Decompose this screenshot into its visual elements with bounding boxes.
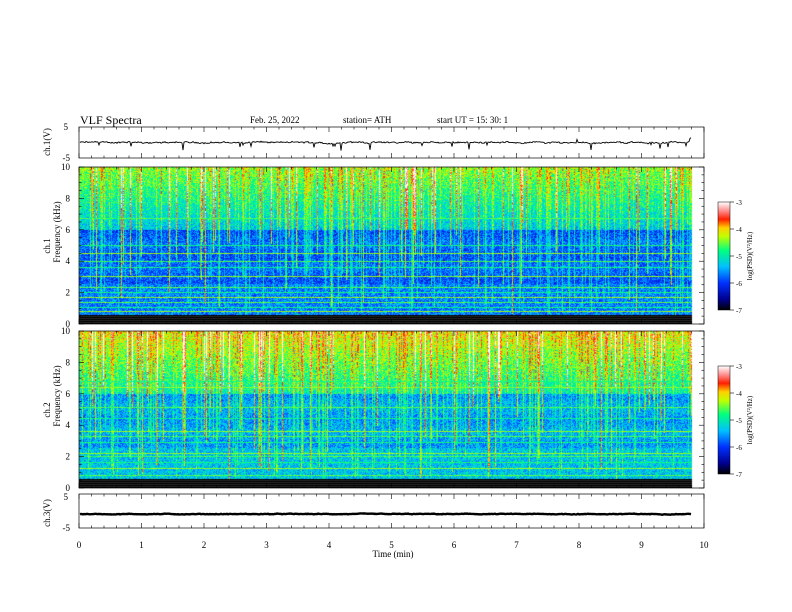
ch1-spectrogram-channel: ch.1 — [42, 238, 52, 253]
ch1-waveform-panel: ch.1(V) 5 -5 — [42, 122, 705, 163]
time-axis: 0 1 2 3 4 5 6 7 8 9 10 — [77, 540, 709, 550]
ch3-ytick-bottom: -5 — [63, 523, 71, 533]
chart-title: VLF Spectra — [80, 113, 142, 127]
ch3-ytick-top: 5 — [64, 492, 69, 502]
ch2-cbar-tick-label: -3 — [736, 363, 742, 371]
ch1-waveform-ticks — [78, 127, 705, 158]
ch1-freq-ytick-label: 6 — [66, 225, 71, 235]
ch3-waveform-frame — [78, 493, 705, 529]
ch2-cbar-tick-label: -7 — [736, 471, 742, 479]
ch2-colorbar: -3 -4 -5 -6 -7 log(PSD)(V²/Hz) — [717, 363, 754, 479]
ch1-cbar-tick-label: -5 — [736, 253, 742, 261]
ch2-cbar-tick-label: -4 — [736, 390, 742, 398]
ch1-cbar-tick-label: -7 — [736, 307, 742, 315]
time-tick-label: 8 — [577, 540, 582, 550]
ch2-freq-ytick-label: 0 — [66, 483, 71, 493]
ch2-colorbar-ticks: -3 -4 -5 -6 -7 — [730, 363, 742, 479]
ch2-spectrogram-panel: ch.2 Frequency (kHz) 0 2 4 6 8 10 -3 -4 -5 -6 -7 … — [42, 326, 754, 493]
ch2-freq-ytick-label: 6 — [66, 389, 71, 399]
ch1-colorbar: -3 -4 -5 -6 -7 log(PSD)(V²/Hz) — [717, 199, 754, 315]
ch1-colorbar-ticks: -3 -4 -5 -6 -7 — [730, 199, 742, 315]
ch2-spectrogram-image — [79, 331, 704, 488]
time-axis-label: Time (min) — [373, 549, 414, 559]
ch2-spectrogram-channel: ch.2 — [42, 402, 52, 417]
ch2-freq-ytick-label: 2 — [66, 452, 71, 462]
time-tick-label: 2 — [202, 540, 207, 550]
ch1-cbar-tick-label: -4 — [736, 226, 742, 234]
start-time-label: start UT = 15: 30: 1 — [437, 115, 508, 125]
time-tick-label: 5 — [389, 540, 394, 550]
ch1-ytick-bottom: -5 — [63, 153, 71, 163]
time-tick-label: 10 — [700, 540, 710, 550]
date-label: Feb. 25, 2022 — [250, 115, 300, 125]
time-tick-label: 1 — [139, 540, 144, 550]
ch1-spectrogram-image — [79, 167, 704, 324]
ch2-frequency-ticks: 0 2 4 6 8 10 — [61, 326, 704, 493]
ch2-freq-ytick-label: 10 — [61, 326, 71, 336]
ch2-colorbar-gradient — [717, 365, 731, 475]
time-tick-label: 6 — [452, 540, 457, 550]
ch2-cbar-tick-label: -6 — [736, 444, 742, 452]
time-tick-label: 4 — [327, 540, 332, 550]
ch1-spectrogram-ylabel: Frequency (kHz) — [52, 201, 62, 262]
station-label: station= ATH — [343, 115, 392, 125]
ch1-freq-ytick-label: 4 — [66, 256, 71, 266]
ch2-freq-ytick-label: 4 — [66, 420, 71, 430]
time-tick-label: 9 — [639, 540, 644, 550]
ch2-spectrogram-ylabel: Frequency (kHz) — [52, 365, 62, 426]
ch1-freq-ytick-label: 2 — [66, 288, 71, 298]
ch1-cbar-tick-label: -3 — [736, 199, 742, 207]
ch1-colorbar-label: log(PSD)(V²/Hz) — [746, 231, 754, 280]
ch1-waveform-frame — [78, 126, 705, 159]
ch1-ytick-top: 5 — [64, 122, 69, 132]
ch3-waveform-line — [79, 512, 692, 517]
ch2-spectrogram-time-ticks — [78, 331, 705, 488]
ch1-freq-ytick-label: 10 — [61, 162, 71, 172]
ch1-spectrogram-panel: ch.1 Frequency (kHz) 0 2 4 6 8 10 -3 -4 -5 -6 -7 … — [42, 162, 754, 329]
ch3-waveform-panel: ch.3(V) 5 -5 — [42, 492, 705, 533]
ch1-cbar-tick-label: -6 — [736, 280, 742, 288]
ch2-cbar-tick-label: -5 — [736, 417, 742, 425]
ch3-waveform-ticks — [78, 494, 705, 528]
time-tick-label: 3 — [264, 540, 269, 550]
ch3-waveform-ylabel: ch.3(V) — [42, 499, 52, 527]
ch1-freq-ytick-label: 8 — [66, 193, 71, 203]
ch1-frequency-ticks: 0 2 4 6 8 10 — [61, 162, 704, 329]
ch1-colorbar-gradient — [717, 201, 731, 311]
ch2-freq-ytick-label: 8 — [66, 357, 71, 367]
ch2-colorbar-label: log(PSD)(V²/Hz) — [746, 395, 754, 444]
time-tick-label: 7 — [514, 540, 519, 550]
ch2-spectrogram-frame — [78, 330, 705, 489]
ch1-waveform-ylabel: ch.1(V) — [42, 128, 52, 156]
ch1-spectrogram-frame — [78, 166, 705, 325]
ch1-freq-ytick-label: 0 — [66, 319, 71, 329]
ch2-spectrogram-plot — [79, 331, 704, 488]
ch1-spectrogram-plot — [79, 167, 704, 324]
time-tick-label: 0 — [77, 540, 82, 550]
ch1-waveform-line — [79, 137, 692, 151]
